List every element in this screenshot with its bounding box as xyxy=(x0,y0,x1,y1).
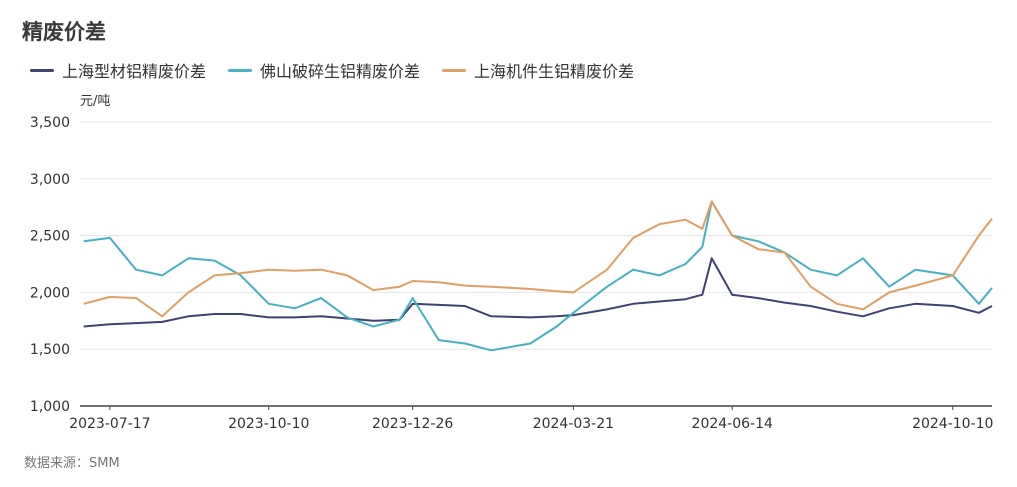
y-tick-label: 3,500 xyxy=(30,115,70,131)
y-tick-label: 1,500 xyxy=(30,342,70,358)
series-line-1 xyxy=(83,200,993,352)
series-lines xyxy=(83,200,993,352)
x-tick-labels: 2023-07-17 2023-10-10 2023-12-26 2024-03-21… xyxy=(69,416,993,432)
legend-label-0: 上海型材铝精废价差 xyxy=(62,62,207,81)
legend-item-series-2[interactable]: 上海机件生铝精废价差 xyxy=(442,58,634,82)
y-tick-label: 2,500 xyxy=(30,229,70,245)
y-tick-label: 2,000 xyxy=(30,285,70,301)
chart-title: 精废价差 xyxy=(22,20,106,44)
x-tick-label: 2024-06-14 xyxy=(692,416,773,432)
legend-item-series-1[interactable]: 佛山破碎生铝精废价差 xyxy=(228,58,420,82)
x-tick-label: 2023-10-10 xyxy=(228,416,309,432)
legend-label-1: 佛山破碎生铝精废价差 xyxy=(260,62,421,81)
legend-item-series-0[interactable]: 上海型材铝精废价差 xyxy=(30,58,206,82)
data-source-note: 数据来源：SMM xyxy=(24,456,120,471)
y-tick-labels: 1,000 1,500 2,000 2,500 3,000 3,500 xyxy=(30,115,70,415)
axes xyxy=(80,405,992,410)
series-line-0 xyxy=(83,257,993,328)
x-tick-label: 2023-12-26 xyxy=(372,416,453,432)
y-tick-label: 3,000 xyxy=(30,172,70,188)
y-axis-unit-label: 元/吨 xyxy=(80,94,111,109)
legend-swatch-2 xyxy=(442,68,467,72)
legend-label-2: 上海机件生铝精废价差 xyxy=(474,62,635,81)
x-tick-label: 2024-10-10 xyxy=(912,416,993,432)
legend-swatch-1 xyxy=(228,68,253,72)
series-line-2 xyxy=(83,200,993,318)
x-tick-label: 2024-03-21 xyxy=(533,416,614,432)
y-tick-label: 1,000 xyxy=(30,399,70,415)
chart-legend: 上海型材铝精废价差 佛山破碎生铝精废价差 上海机件生铝精废价差 xyxy=(30,58,634,82)
legend-swatch-0 xyxy=(30,68,54,72)
x-tick-label: 2023-07-17 xyxy=(69,416,150,432)
grid-lines xyxy=(80,121,992,350)
